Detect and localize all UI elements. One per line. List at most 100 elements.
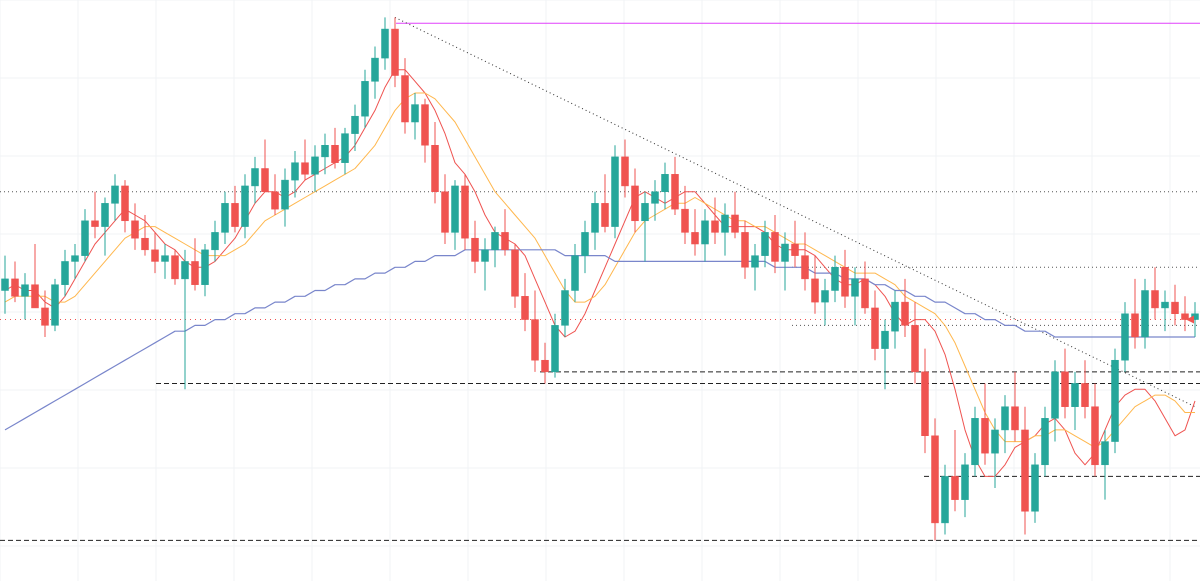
- candle: [962, 465, 969, 500]
- candle: [702, 221, 709, 244]
- candle: [722, 215, 729, 232]
- candle: [382, 29, 389, 58]
- candle: [792, 244, 799, 256]
- candle: [542, 360, 549, 372]
- candle: [522, 296, 529, 319]
- candle: [72, 256, 79, 262]
- candle: [502, 232, 509, 249]
- candle: [842, 267, 849, 296]
- candle: [692, 232, 699, 244]
- candle: [82, 221, 89, 256]
- candle: [882, 331, 889, 348]
- candle: [32, 285, 39, 308]
- candle: [472, 238, 479, 261]
- candle: [1072, 383, 1079, 406]
- candle: [1002, 407, 1009, 430]
- candle: [272, 192, 279, 209]
- candle: [1162, 302, 1169, 308]
- candle: [112, 186, 119, 203]
- candle: [1132, 314, 1139, 337]
- candle: [622, 157, 629, 186]
- candle: [442, 192, 449, 233]
- candle: [742, 232, 749, 267]
- candle: [292, 163, 299, 180]
- candle: [512, 250, 519, 296]
- candle: [1022, 430, 1029, 511]
- candle: [1032, 465, 1039, 511]
- candle: [332, 145, 339, 162]
- candle: [152, 250, 159, 262]
- candle: [902, 302, 909, 325]
- candle: [122, 186, 129, 221]
- candle: [422, 105, 429, 146]
- candle: [42, 308, 49, 325]
- candle: [92, 221, 99, 227]
- candle: [462, 186, 469, 238]
- candle: [2, 279, 9, 291]
- candle: [662, 174, 669, 191]
- candle: [1052, 372, 1059, 418]
- candle: [992, 430, 999, 453]
- candle: [872, 308, 879, 349]
- candle: [772, 232, 779, 261]
- candle: [832, 267, 839, 290]
- candle: [342, 134, 349, 163]
- candle: [392, 29, 399, 75]
- candle: [1012, 407, 1019, 430]
- candle: [482, 250, 489, 262]
- candle: [682, 209, 689, 232]
- candle: [732, 215, 739, 232]
- candle: [582, 232, 589, 255]
- candle: [492, 232, 499, 249]
- candle: [412, 105, 419, 122]
- candle: [1182, 314, 1189, 320]
- candle: [1152, 291, 1159, 308]
- candle: [1102, 442, 1109, 465]
- candle: [142, 238, 149, 250]
- candle: [852, 279, 859, 296]
- candle: [12, 279, 19, 296]
- candle: [132, 221, 139, 238]
- candle: [1142, 291, 1149, 337]
- candle: [1082, 383, 1089, 406]
- candle: [562, 291, 569, 326]
- chart-svg: [0, 0, 1200, 581]
- candle: [602, 203, 609, 226]
- candle: [1112, 360, 1119, 441]
- candle: [532, 320, 539, 361]
- candle: [182, 261, 189, 278]
- candle: [1062, 372, 1069, 407]
- candle: [762, 232, 769, 255]
- candle: [672, 174, 679, 209]
- candle: [632, 186, 639, 221]
- candle: [1092, 407, 1099, 465]
- candle: [232, 203, 239, 226]
- candle: [1042, 418, 1049, 464]
- candle: [1172, 302, 1179, 314]
- candle: [322, 145, 329, 157]
- candlestick-chart[interactable]: [0, 0, 1200, 581]
- candle: [212, 232, 219, 249]
- candle: [402, 76, 409, 122]
- candle: [242, 186, 249, 227]
- candle: [782, 244, 789, 261]
- candle: [932, 436, 939, 523]
- candle: [812, 279, 819, 302]
- candle: [252, 168, 259, 185]
- candle: [202, 250, 209, 285]
- candle: [822, 291, 829, 303]
- candle: [892, 302, 899, 331]
- candle: [172, 256, 179, 279]
- candle: [22, 285, 29, 297]
- candle: [282, 180, 289, 209]
- candle: [942, 476, 949, 522]
- candle: [752, 256, 759, 268]
- candle: [972, 418, 979, 464]
- candle: [612, 157, 619, 227]
- candle: [102, 203, 109, 226]
- candle: [642, 203, 649, 220]
- candle: [922, 372, 929, 436]
- candle: [802, 256, 809, 279]
- candle: [432, 145, 439, 191]
- candle: [552, 325, 559, 371]
